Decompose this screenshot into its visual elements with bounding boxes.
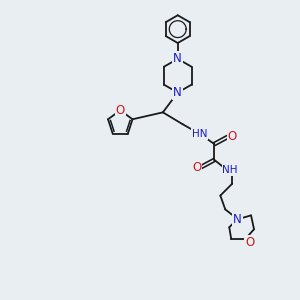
Text: O: O (192, 161, 201, 174)
Text: O: O (228, 130, 237, 142)
Text: N: N (173, 52, 182, 65)
Text: HN: HN (192, 129, 207, 139)
Text: NH: NH (223, 165, 238, 175)
Text: O: O (116, 104, 125, 117)
Text: N: N (173, 86, 182, 99)
Text: O: O (245, 236, 255, 249)
Text: N: N (233, 213, 242, 226)
